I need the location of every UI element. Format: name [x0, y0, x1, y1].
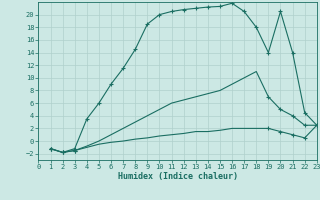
- X-axis label: Humidex (Indice chaleur): Humidex (Indice chaleur): [118, 172, 238, 181]
